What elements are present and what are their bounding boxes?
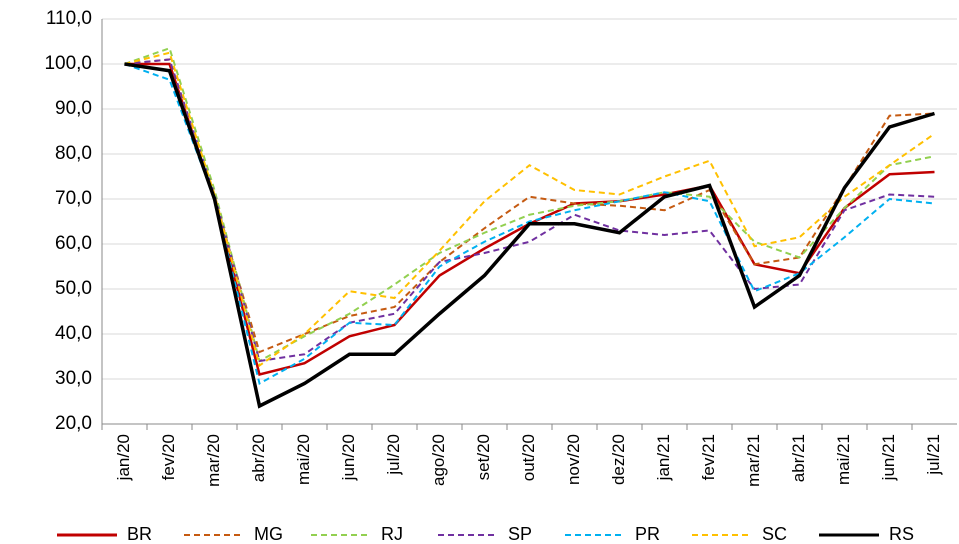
series-line <box>124 58 935 363</box>
legend-label: RJ <box>381 524 403 544</box>
x-tick-label: jan/20 <box>114 434 133 481</box>
x-tick-label: jul/21 <box>924 434 943 476</box>
x-tick-label: jul/20 <box>384 434 403 476</box>
x-tick-label: set/20 <box>474 434 493 480</box>
series-line <box>124 58 935 354</box>
legend-label: SC <box>762 524 787 544</box>
legend-label: BR <box>127 524 152 544</box>
x-tick-label: jan/21 <box>654 434 673 481</box>
x-tick-label: abr/21 <box>789 434 808 482</box>
legend-label: MG <box>254 524 283 544</box>
x-tick-label: fev/20 <box>159 434 178 480</box>
x-tick-label: mai/20 <box>294 434 313 485</box>
x-tick-label: dez/20 <box>609 434 628 485</box>
legend-label: PR <box>635 524 660 544</box>
x-tick-label: mar/20 <box>204 434 223 487</box>
y-tick-label: 70,0 <box>55 188 92 209</box>
x-tick-label: abr/20 <box>249 434 268 482</box>
series-line <box>124 62 936 409</box>
series-line <box>124 51 936 368</box>
x-tick-label: mai/21 <box>834 434 853 485</box>
y-tick-label: 110,0 <box>46 8 92 29</box>
y-tick-label: 20,0 <box>55 413 92 434</box>
series-line <box>124 62 935 377</box>
x-tick-label: nov/20 <box>564 434 583 485</box>
y-tick-label: 80,0 <box>55 143 92 164</box>
y-tick-label: 30,0 <box>55 368 92 389</box>
legend-label: RS <box>889 524 914 544</box>
legend-label: SP <box>508 524 532 544</box>
y-tick-label: 90,0 <box>55 98 92 119</box>
x-tick-label: mar/21 <box>744 434 763 487</box>
y-tick-label: 100,0 <box>44 53 92 74</box>
x-tick-label: jun/20 <box>339 434 358 481</box>
series-line <box>124 63 935 386</box>
x-tick-label: ago/20 <box>429 434 448 486</box>
x-tick-label: jun/21 <box>879 434 898 481</box>
y-tick-label: 50,0 <box>55 278 92 299</box>
y-tick-label: 60,0 <box>55 233 92 254</box>
x-tick-label: out/20 <box>519 434 538 481</box>
x-tick-label: fev/21 <box>699 434 718 480</box>
y-tick-label: 40,0 <box>55 323 92 344</box>
